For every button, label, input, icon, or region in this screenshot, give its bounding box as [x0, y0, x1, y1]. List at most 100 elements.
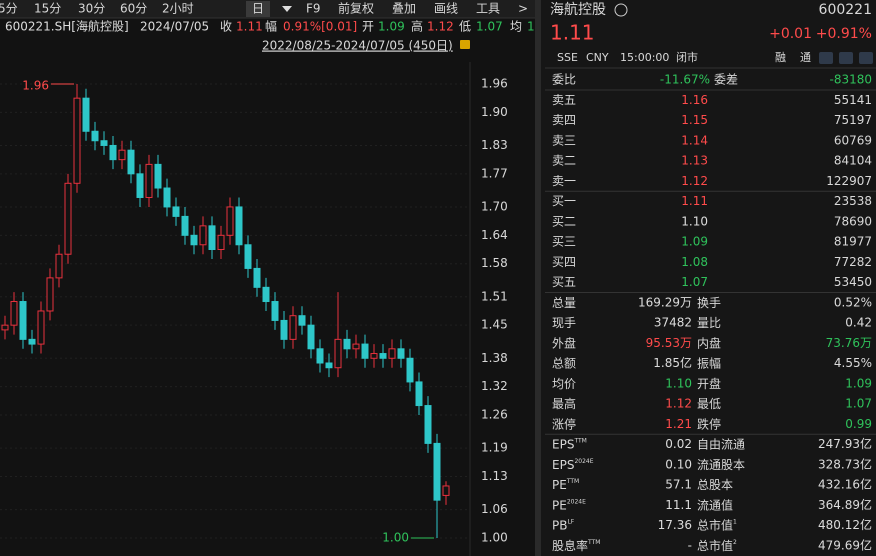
stat-label: 股息率TTM	[552, 537, 600, 552]
candle-body	[19, 301, 27, 340]
dropdown-icon[interactable]	[282, 6, 292, 12]
toolbar-tab[interactable]: 5分	[0, 2, 18, 16]
candle-body	[379, 353, 387, 359]
candle-body	[343, 338, 351, 350]
lock-icon[interactable]	[460, 40, 470, 49]
toolbar-tab[interactable]: 工具	[476, 2, 500, 16]
y-tick-label: 1.64	[481, 228, 508, 242]
quote-meta: 闭市	[676, 50, 698, 64]
tool-button[interactable]	[839, 52, 853, 64]
tool-button[interactable]	[859, 52, 873, 64]
level-volume: 60769	[834, 133, 872, 147]
stat-sup: 2	[733, 538, 737, 545]
level-price: 1.08	[681, 255, 708, 269]
stat-value: 73.76万	[826, 336, 872, 350]
stat-label: 总市值1	[697, 517, 737, 532]
candle-body	[127, 149, 135, 175]
stat-label-text: 开盘	[697, 375, 721, 390]
candle-body	[172, 206, 180, 217]
candle-body	[280, 319, 288, 340]
price: 1.11	[550, 21, 595, 45]
stat-value: 432.16亿	[818, 477, 872, 492]
stat-label-text: 换手	[697, 295, 721, 309]
candle-body	[316, 348, 324, 364]
info-item: 0.91%[0.01]	[283, 20, 357, 34]
candle-body	[154, 163, 162, 189]
toolbar-tab[interactable]: 15分	[34, 2, 61, 16]
stat-value: -	[688, 538, 692, 552]
candle-body	[334, 338, 342, 369]
stat-label: 换手	[697, 295, 721, 309]
stat-label-text: PB	[552, 518, 567, 532]
stat-value: 17.36	[658, 518, 692, 532]
stat-label-text: EPS	[552, 437, 574, 451]
stat-label-text: EPS	[552, 457, 574, 471]
info-item: 1.11	[236, 20, 263, 34]
stock-name: 海航控股	[550, 2, 606, 18]
candle-body	[352, 343, 360, 350]
level-price: 1.09	[681, 235, 708, 249]
stat-sup: LF	[567, 518, 574, 525]
y-tick-label: 1.00	[481, 530, 508, 544]
toolbar-tab[interactable]: 画线	[434, 2, 458, 16]
stat-label: PBLF	[552, 518, 575, 532]
y-tick-label: 1.19	[481, 441, 508, 455]
stat-sup: TTM	[587, 538, 600, 545]
level-label: 买三	[552, 235, 576, 249]
stat-label-text: 均价	[552, 376, 576, 390]
stat-label: 量比	[697, 316, 721, 330]
info-item: 收	[220, 20, 232, 34]
info-item: 均	[510, 20, 522, 34]
stat-sup: 2024E	[574, 457, 593, 464]
info-item: 600221.SH[海航控股]	[5, 19, 129, 34]
level-label: 买四	[552, 255, 576, 269]
level-price: 1.07	[681, 275, 708, 289]
toolbar-tab[interactable]: >	[518, 2, 528, 16]
toolbar-tab[interactable]: 日	[252, 2, 264, 16]
y-tick-label: 1.77	[481, 166, 508, 180]
toolbar-tab[interactable]: 30分	[78, 2, 105, 16]
toolbar-tab[interactable]: F9	[306, 2, 321, 16]
level-volume: 75197	[834, 113, 872, 127]
level-price: 1.14	[681, 133, 708, 147]
stat-label: 流通值	[697, 497, 733, 512]
toolbar-tab[interactable]: 2小时	[162, 2, 194, 16]
level-volume: 23538	[834, 194, 872, 208]
candle-body	[271, 301, 279, 321]
level-price: 1.10	[681, 214, 708, 228]
stat-label: 现手	[552, 316, 576, 330]
stat-sup: TTM	[573, 437, 586, 444]
info-item: 低	[459, 20, 471, 34]
quote-tag[interactable]: 融	[775, 51, 786, 64]
stat-value: 0.42	[845, 316, 872, 330]
diff-label: 委差	[714, 73, 738, 87]
range-label[interactable]: 2022/08/25-2024/07/05 (450日)	[262, 39, 453, 53]
stat-label: 涨停	[552, 416, 576, 431]
toolbar-tab[interactable]: 60分	[120, 2, 147, 16]
toolbar-tab[interactable]: 前复权	[338, 1, 374, 16]
stat-label-text: 流通股本	[697, 457, 745, 471]
stat-value: 1.21	[665, 417, 692, 431]
stat-label-text: 涨停	[552, 416, 576, 431]
candle-body	[406, 357, 414, 383]
info-item: 1.12	[427, 20, 454, 34]
stat-value: 480.12亿	[818, 517, 872, 532]
stat-sup: 1	[733, 518, 737, 525]
candle-body	[199, 225, 207, 246]
stat-value: 0.99	[845, 417, 872, 431]
stat-label: 振幅	[697, 355, 721, 370]
tool-button[interactable]	[819, 52, 833, 64]
toolbar-tab[interactable]: 叠加	[392, 2, 416, 16]
side-panel-bg	[541, 0, 876, 556]
stat-label-text: PE	[552, 478, 567, 492]
info-icon[interactable]	[614, 3, 628, 17]
stat-label: 流通股本	[697, 457, 745, 471]
candle-body	[64, 182, 72, 255]
candle-body	[424, 405, 432, 444]
stat-value: 1.09	[845, 376, 872, 390]
quote-tag[interactable]: 通	[800, 51, 811, 64]
stat-label-text: 总市值	[697, 537, 733, 552]
y-tick-label: 1.13	[481, 469, 508, 483]
